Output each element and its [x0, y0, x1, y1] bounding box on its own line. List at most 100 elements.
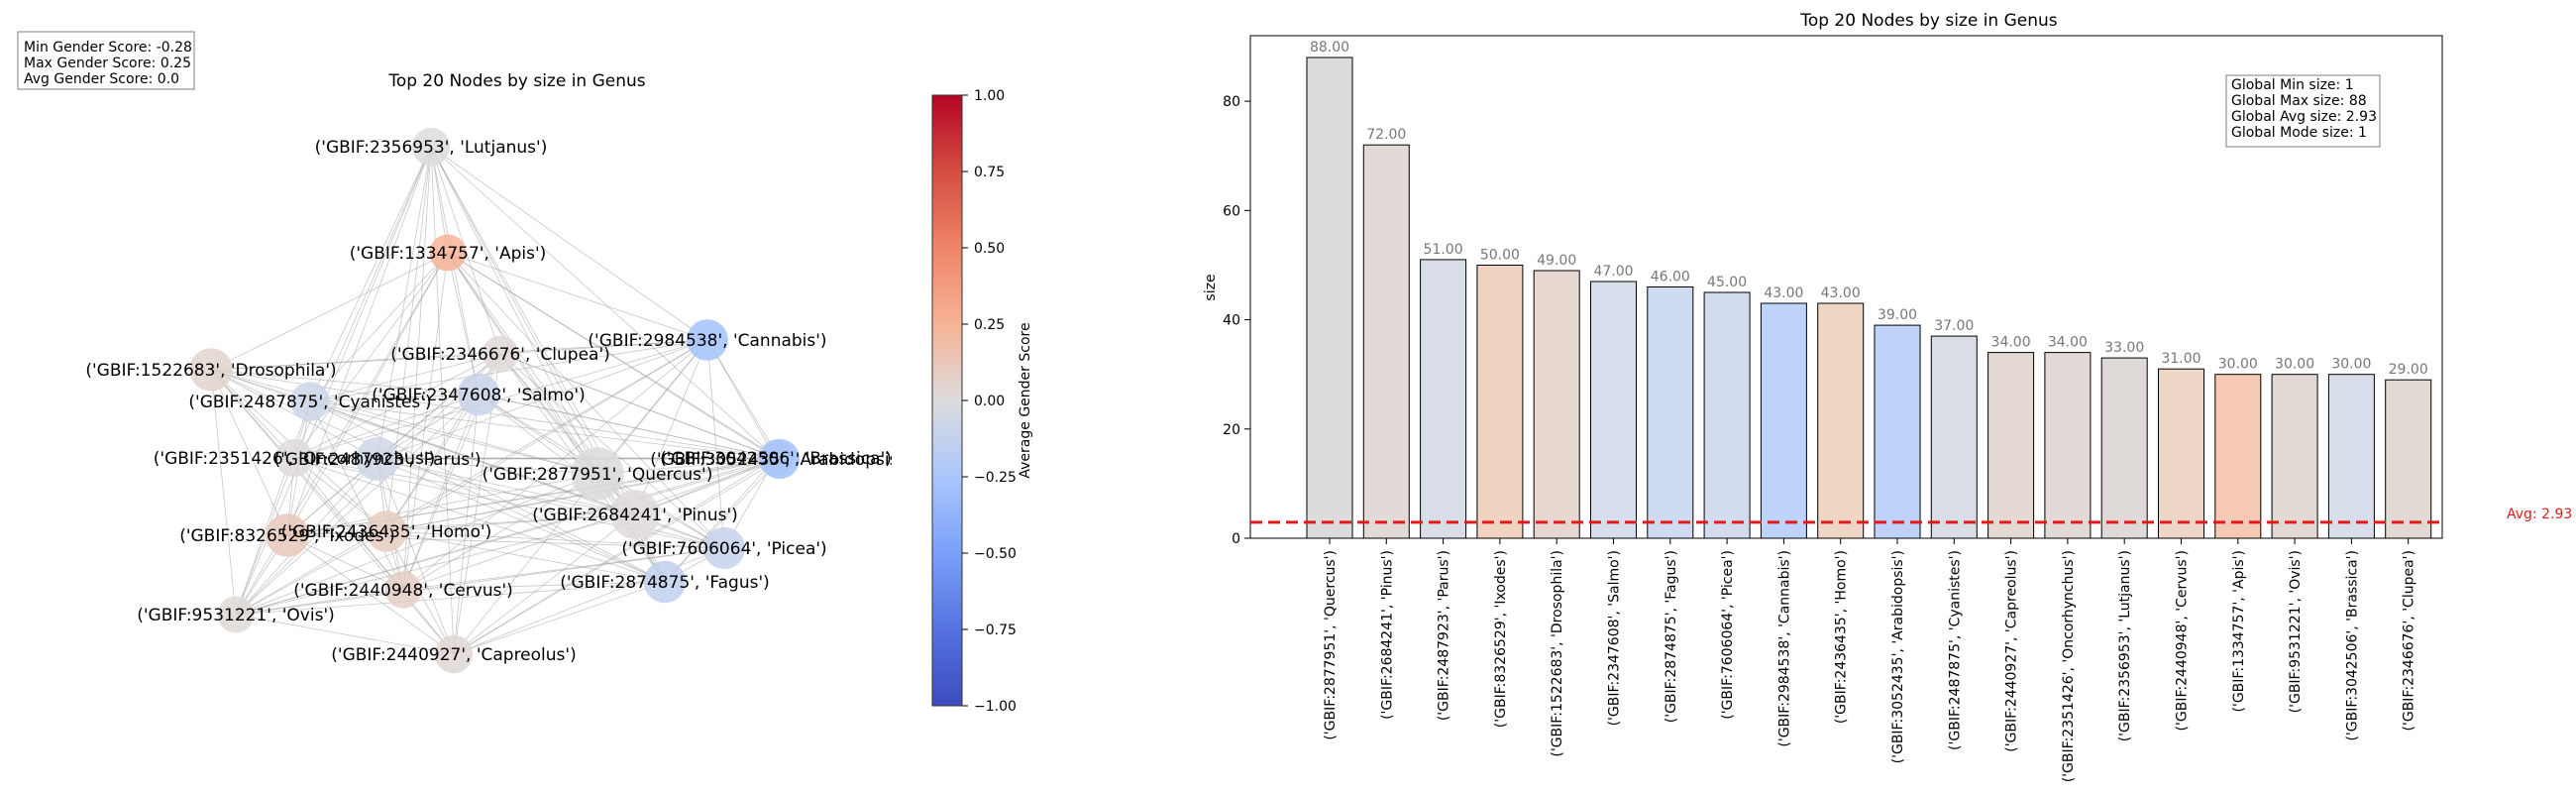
size-stats-box: Global Min size: 1 Global Max size: 88 G… [2225, 74, 2381, 148]
x-tick-label: ('GBIF:2984538', 'Cannabis') [1776, 550, 1792, 747]
colorbar-gradient [931, 94, 963, 707]
network-edge [293, 353, 501, 459]
x-tick-label: ('GBIF:7606064', 'Picea') [1720, 550, 1736, 720]
bar-value-label: 29.00 [2389, 362, 2428, 378]
network-node [217, 596, 255, 633]
y-axis-ticks: 0 20 40 60 80 [1223, 94, 1250, 547]
bar-value-label: 30.00 [2331, 357, 2371, 373]
network-edge [235, 473, 598, 616]
network-edge [309, 252, 449, 402]
network-node-label: ('GBIF:3052435', 'Arabidopsis') [650, 450, 909, 470]
colorbar-tick-label: 0.75 [974, 165, 1005, 180]
x-tick-label: ('GBIF:2351426', 'Oncorhynchus') [2061, 550, 2077, 782]
network-node-label: ('GBIF:2487923', 'Parus') [273, 450, 481, 470]
bar [1987, 352, 2035, 539]
network-node-label: ('GBIF:1334757', 'Apis') [350, 244, 547, 264]
size-stats-avg: Global Avg size: 2.93 [2231, 109, 2377, 125]
network-edge [235, 530, 387, 616]
network-edge [664, 458, 781, 583]
network-node [759, 438, 801, 480]
network-edge [447, 252, 725, 549]
bar [2100, 357, 2148, 539]
colorbar-tick-label: 0.00 [974, 394, 1005, 409]
network-node-label: ('GBIF:1522683', 'Drosophila') [85, 361, 336, 381]
network-node [274, 438, 314, 478]
network-edge [210, 339, 708, 371]
network-edge [286, 473, 598, 536]
network-node [356, 437, 399, 481]
bar [1760, 302, 1807, 539]
network-edge [447, 252, 598, 475]
network-edge [286, 513, 636, 536]
network-edge [478, 394, 781, 460]
bar-value-label: 72.00 [1366, 127, 1406, 143]
network-edge [293, 394, 480, 459]
colorbar-tick-label: −0.50 [974, 546, 1017, 562]
network-edge [453, 458, 781, 655]
bar-value-label: 46.00 [1651, 270, 1690, 285]
network-edge [309, 339, 708, 402]
network-labels: ('GBIF:2356953', 'Lutjanus') ('GBIF:13347… [85, 138, 909, 665]
network-edge [235, 589, 404, 616]
network-node [702, 526, 746, 570]
gender-stats-box: Min Gender Score: -0.28 Max Gender Score… [17, 31, 195, 90]
stats-line-avg: Avg Gender Score: 0.0 [24, 71, 179, 87]
network-edge [430, 146, 777, 459]
network-node-label: ('GBIF:7606064', 'Picea') [621, 539, 826, 559]
network-edge [430, 146, 598, 475]
y-tick-label: 20 [1223, 422, 1240, 438]
colorbar-tick-label: 0.25 [974, 317, 1005, 333]
bar [1306, 57, 1353, 539]
network-edge [309, 400, 404, 591]
network-edge [286, 534, 725, 549]
bar [2271, 374, 2318, 539]
x-tick-label: ('GBIF:3042506', 'Brassica') [2344, 550, 2360, 741]
network-node [429, 234, 467, 272]
network-node-label: ('GBIF:2351426', 'Oncorhynchus') [154, 449, 435, 469]
network-edge [309, 394, 480, 402]
network-edge [634, 458, 781, 515]
x-tick-label: ('GBIF:2356953', 'Lutjanus') [2117, 550, 2133, 741]
x-tick-label: ('GBIF:8326529', 'Ixodes') [1493, 550, 1509, 728]
x-tick-label: ('GBIF:2440927', 'Capreolus') [2004, 550, 2020, 752]
network-edge [235, 458, 781, 616]
bar [2214, 374, 2262, 539]
network-edge [402, 458, 781, 591]
network-edge [210, 369, 455, 655]
stats-line-min: Min Gender Score: -0.28 [24, 40, 192, 56]
bar-value-label: 43.00 [1764, 285, 1803, 301]
network-edge [402, 581, 666, 591]
network-edge [210, 252, 449, 371]
x-tick-label: ('GBIF:1334757', 'Apis') [2231, 550, 2247, 712]
bars [1306, 57, 2432, 539]
network-node-label: ('GBIF:2984538', 'Cannabis') [588, 331, 826, 351]
bar-value-label: 39.00 [1878, 307, 1917, 323]
bar [2327, 374, 2375, 539]
bar [2385, 379, 2432, 539]
network-node-label: ('GBIF:9531221', 'Ovis') [137, 606, 335, 625]
colorbar-tick-label: −0.75 [974, 623, 1017, 638]
network-edge [430, 146, 708, 341]
network-node-label: ('GBIF:2874875', 'Fagus') [560, 573, 770, 593]
network-edge [447, 252, 708, 341]
network-edge [210, 369, 598, 475]
bar-chart-panel: Top 20 Nodes by size in Genus size 0 20 40… [1203, 11, 2572, 782]
bar [1420, 259, 1467, 539]
network-edge [235, 394, 480, 616]
x-tick-label: ('GBIF:2487923', 'Parus') [1437, 550, 1452, 721]
network-edge [453, 547, 725, 655]
network-edge [376, 458, 725, 549]
network-edges [210, 146, 781, 655]
network-edge [385, 530, 666, 583]
colorbar-tick-label: 1.00 [974, 88, 1005, 104]
network-edge [210, 369, 480, 396]
network-edge [309, 400, 781, 460]
network-node [482, 335, 519, 373]
x-tick-label: ('GBIF:1522683', 'Drosophila') [1550, 550, 1565, 757]
network-edge [293, 252, 449, 459]
bar-value-label: 31.00 [2161, 351, 2200, 367]
network-graph: ('GBIF:2356953', 'Lutjanus') ('GBIF:13347… [85, 127, 909, 674]
y-tick-label: 40 [1223, 313, 1240, 329]
bar [2158, 368, 2204, 539]
x-tick-label: ('GBIF:2346676', 'Clupea') [2402, 550, 2417, 731]
